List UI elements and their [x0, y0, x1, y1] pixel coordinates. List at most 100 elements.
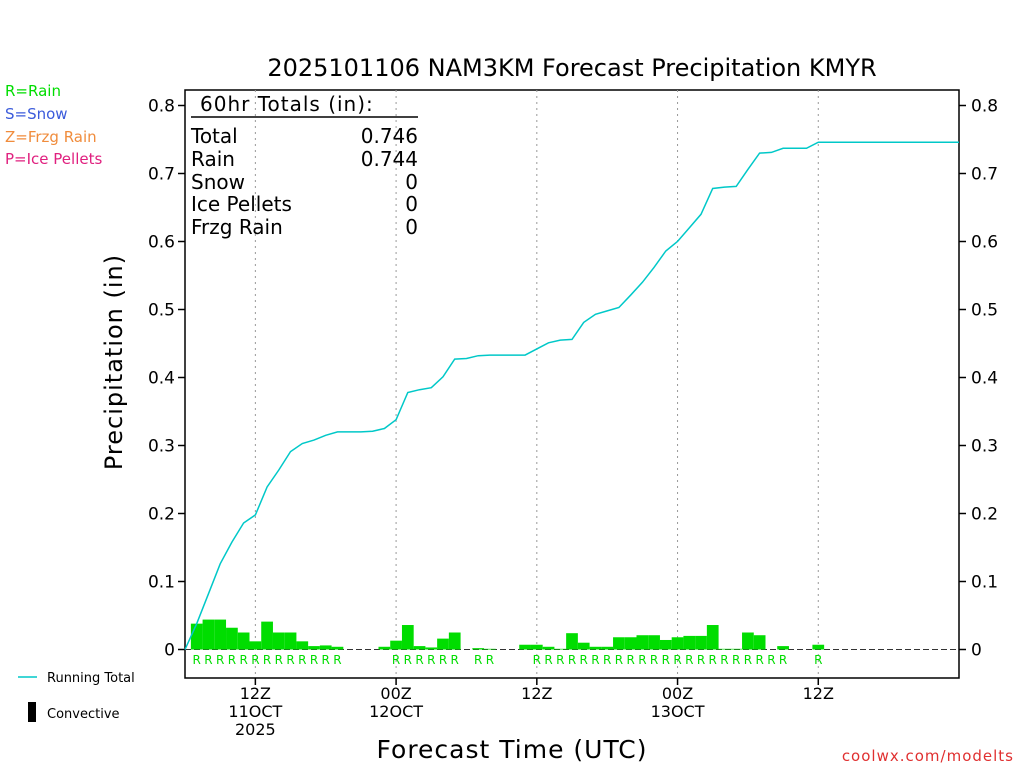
precip-bars [190, 619, 825, 650]
precip-type-marker: R [193, 653, 201, 667]
x-tick-label: 11OCT [228, 702, 282, 721]
chart-title: 2025101106 NAM3KM Forecast Precipitation… [267, 54, 876, 82]
running-total-line [184, 141, 959, 650]
precip-bar [261, 621, 273, 650]
totals-value-snow: 0 [405, 170, 418, 194]
convective-swatch [28, 702, 36, 722]
precip-type-marker: R [767, 653, 775, 667]
precip-type-marker: R [591, 653, 599, 667]
precip-bar [648, 635, 660, 650]
precip-type-marker: R [404, 653, 412, 667]
grid-lines [185, 90, 959, 678]
precip-type-marker: R [427, 653, 435, 667]
precip-bar [577, 642, 590, 650]
precip-bar [659, 639, 672, 650]
y-tick-label-left: 0.1 [148, 573, 175, 593]
precip-type-marker: R [744, 653, 752, 667]
precip-type-marker: R [239, 653, 247, 667]
y-tick-label-right: 0.6 [971, 233, 998, 253]
precip-type-marker: R [392, 653, 400, 667]
precip-bar [613, 637, 625, 650]
precip-bar [554, 648, 567, 650]
y-tick-label-left: 0 [164, 641, 175, 661]
precip-type-marker: R [673, 653, 681, 667]
precip-bar [542, 646, 555, 650]
legend-snow: S=Snow [5, 105, 68, 123]
precip-type-marker: R [263, 653, 271, 667]
precip-type-marker: R [544, 653, 552, 667]
precip-type-marker: R [486, 653, 494, 667]
precip-type-marker: R [415, 653, 423, 667]
precip-bar [671, 637, 684, 650]
x-tick-label: 00Z [662, 684, 693, 703]
precip-type-marker: R [298, 653, 306, 667]
x-tick-label: 12OCT [369, 702, 423, 721]
x-tick-label: 13OCT [651, 702, 705, 721]
y-tick-label-left: 0.4 [148, 369, 175, 389]
y-tick-label-right: 0.2 [971, 505, 998, 525]
precip-type-marker: R [662, 653, 670, 667]
precip-bar [530, 644, 543, 650]
precip-bar [683, 635, 696, 650]
legend-ice-pellets: P=Ice Pellets [5, 150, 102, 168]
totals-box: 60hr Totals (in): Total 0.746 Rain 0.744… [190, 92, 418, 239]
totals-value-total: 0.746 [361, 124, 418, 148]
y-axis-label: Precipitation (in) [100, 254, 128, 470]
precip-bar [202, 619, 215, 650]
totals-label-rain: Rain [191, 147, 235, 171]
precip-type-marker: R [228, 653, 236, 667]
precip-bar [214, 619, 227, 650]
running-total-series [184, 141, 959, 650]
precip-type-marker: R [720, 653, 728, 667]
precip-type-legend: R=Rain S=Snow Z=Frzg Rain P=Ice Pellets [5, 82, 102, 168]
legend-rain: R=Rain [5, 82, 61, 100]
running-total-label: Running Total [47, 671, 135, 686]
precip-type-marker: R [216, 653, 224, 667]
totals-value-ice-pellets: 0 [405, 192, 418, 216]
totals-value-rain: 0.744 [361, 147, 418, 171]
precip-type-marker: R [568, 653, 576, 667]
precip-type-marker: R [685, 653, 693, 667]
precip-type-marker: R [580, 653, 588, 667]
precip-type-marker: R [310, 653, 318, 667]
y-tick-label-left: 0.8 [148, 97, 175, 117]
precip-bar [308, 646, 320, 650]
y-tick-label-right: 0.3 [971, 437, 998, 457]
y-tick-label-right: 0.8 [971, 97, 998, 117]
precip-bar [296, 641, 309, 650]
precip-bar [448, 632, 461, 650]
precip-bar [742, 632, 754, 650]
precip-type-marker: R [732, 653, 740, 667]
precip-bar [226, 627, 238, 650]
precip-bar [718, 648, 731, 650]
precip-type-marker: R [615, 653, 623, 667]
y-tick-label-left: 0.5 [148, 301, 175, 321]
precip-bar [390, 640, 402, 650]
y-tick-label-right: 0.1 [971, 573, 998, 593]
precip-bar [319, 645, 332, 650]
y-tick-label-right: 0.7 [971, 165, 998, 185]
x-tick-label: 2025 [235, 720, 276, 739]
precip-type-marker: R [275, 653, 283, 667]
precip-bar [425, 647, 438, 650]
totals-label-total: Total [190, 124, 238, 148]
y-tick-label-left: 0.3 [148, 437, 175, 457]
precip-type-marker: R [779, 653, 787, 667]
y-tick-label-left: 0.6 [148, 233, 175, 253]
x-tick-label: 12Z [803, 684, 834, 703]
totals-header: 60hr Totals (in): [200, 92, 374, 116]
precip-bar [589, 646, 602, 650]
y-tick-label-right: 0 [971, 641, 982, 661]
precip-type-marker: R [533, 653, 541, 667]
precip-bar [812, 644, 825, 650]
precip-type-marker: R [451, 653, 459, 667]
precip-bar [237, 632, 250, 650]
precip-bar [284, 632, 297, 650]
precip-type-marker: R [286, 653, 294, 667]
x-axis-label: Forecast Time (UTC) [377, 735, 648, 764]
precip-bar [437, 638, 449, 650]
precip-type-marker: R [755, 653, 763, 667]
